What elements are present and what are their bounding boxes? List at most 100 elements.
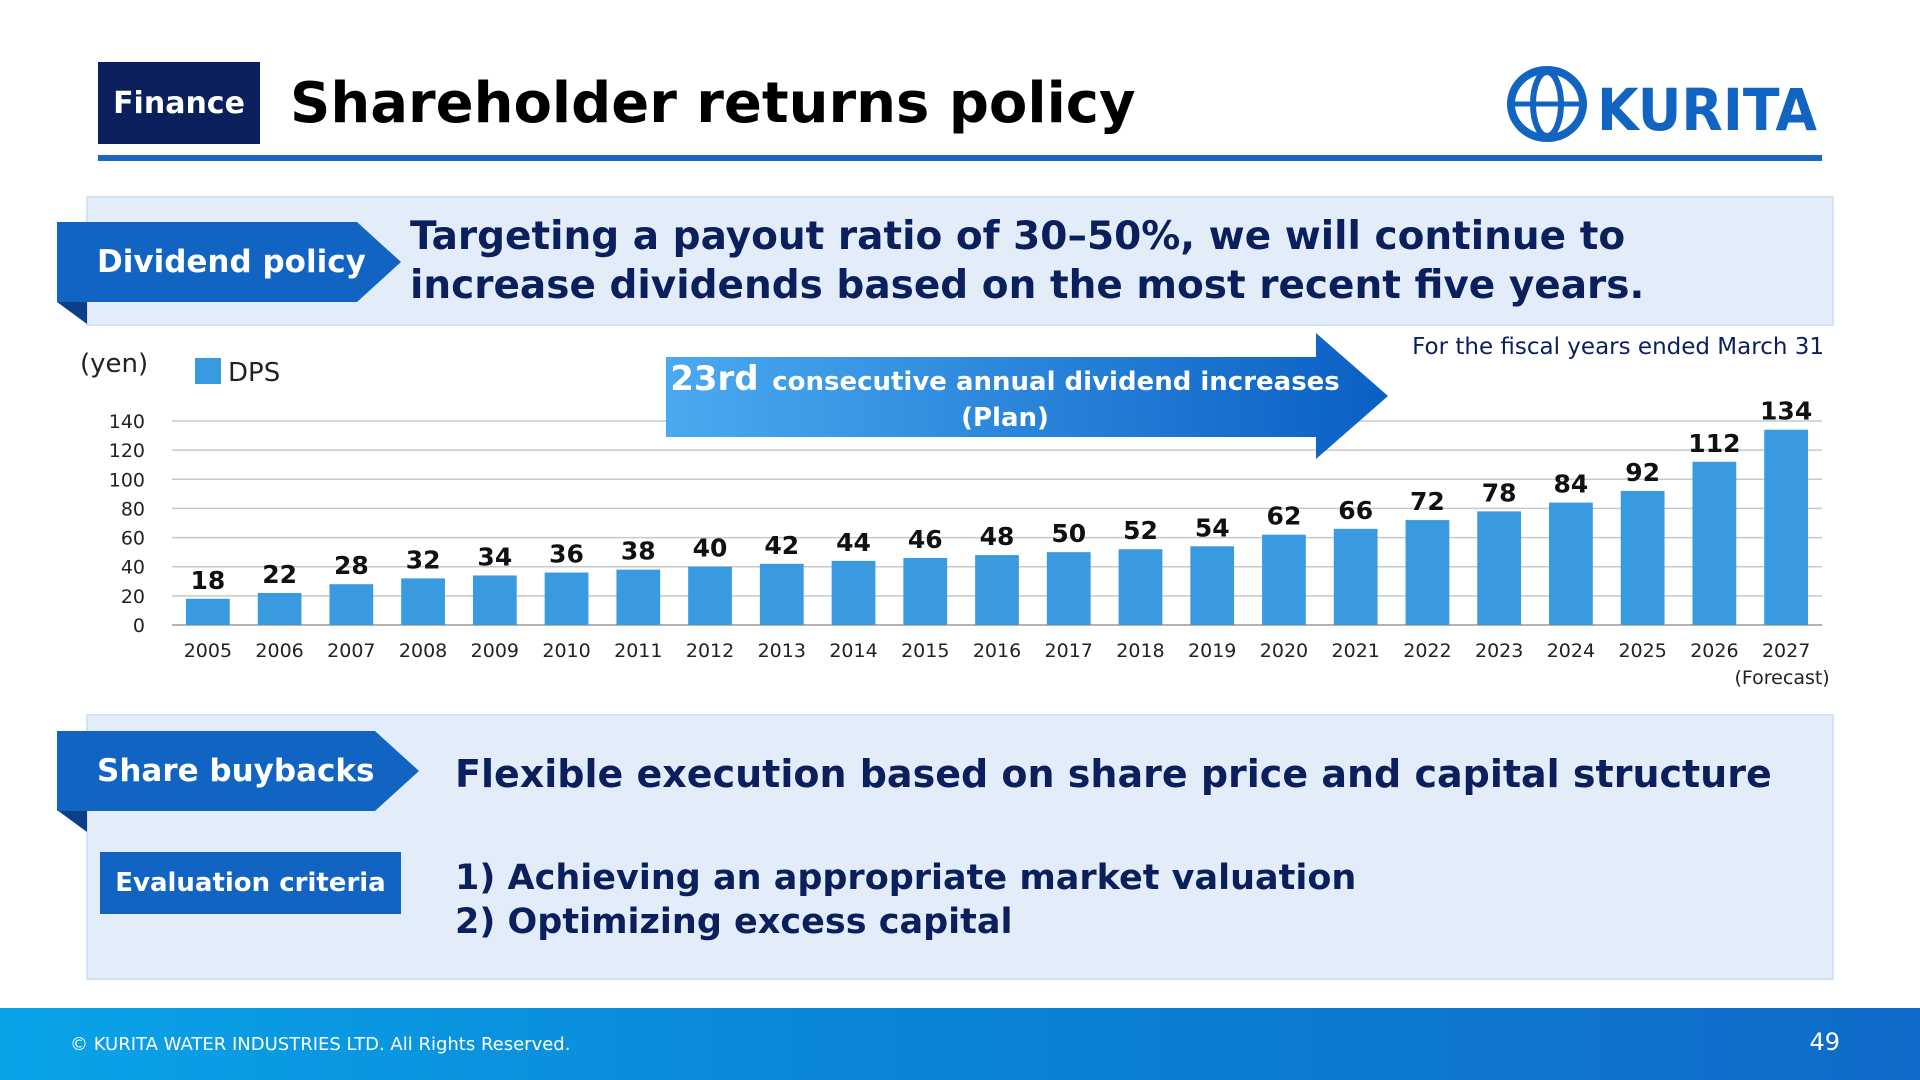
x-tick-label: 2016 bbox=[973, 640, 1021, 662]
data-label: 54 bbox=[1195, 513, 1230, 542]
x-tick-label: 2010 bbox=[542, 640, 590, 662]
bar-layer bbox=[185, 429, 1809, 625]
bar-2005 bbox=[185, 598, 230, 625]
logo-mark-icon bbox=[1507, 66, 1587, 142]
annotation-layer: 23rd consecutive annual dividend increas… bbox=[666, 333, 1388, 459]
data-label: 48 bbox=[980, 522, 1015, 551]
data-label: 72 bbox=[1410, 487, 1445, 516]
y-tick-label: 100 bbox=[109, 469, 145, 491]
bar-2008 bbox=[401, 578, 445, 625]
data-label: 40 bbox=[693, 534, 728, 563]
y-tick-label: 80 bbox=[121, 498, 145, 520]
y-tick-label: 140 bbox=[109, 411, 145, 433]
data-label: 84 bbox=[1554, 470, 1589, 499]
x-tick-label: 2018 bbox=[1116, 640, 1164, 662]
x-tick-label: 2009 bbox=[471, 640, 519, 662]
bar-2024 bbox=[1549, 502, 1593, 625]
data-label: 92 bbox=[1625, 458, 1660, 487]
label-layer: 18 2005 22 2006 28 2007 32 2008 34 2009 36 2010 38 20… bbox=[184, 397, 1830, 689]
x-tick-label: 2027 bbox=[1762, 640, 1810, 662]
bar-2019 bbox=[1190, 546, 1235, 625]
logo-wordmark: KURITA bbox=[1597, 76, 1817, 144]
bar-2014 bbox=[831, 560, 876, 625]
bar-2006 bbox=[257, 592, 302, 625]
page-number: 49 bbox=[1809, 1028, 1840, 1056]
data-label: 44 bbox=[836, 528, 871, 557]
x-tick-label: 2020 bbox=[1260, 640, 1308, 662]
data-label: 36 bbox=[549, 540, 584, 569]
bar-2025 bbox=[1620, 490, 1665, 625]
share-buybacks-label: Share buybacks bbox=[57, 731, 419, 811]
criteria-item: 1) Achieving an appropriate market valua… bbox=[455, 858, 1357, 898]
criteria-item: 2) Optimizing excess capital bbox=[455, 902, 1013, 942]
data-label: 66 bbox=[1338, 496, 1373, 525]
data-label: 32 bbox=[406, 545, 441, 574]
share-buybacks-label-text: Share buybacks bbox=[97, 753, 375, 789]
footer-bar: © KURITA WATER INDUSTRIES LTD. All Right… bbox=[0, 1008, 1920, 1080]
y-tick-label: 40 bbox=[121, 557, 145, 579]
annotation-line1: 23rd consecutive annual dividend increas… bbox=[670, 359, 1340, 399]
bar-2020 bbox=[1262, 534, 1306, 625]
data-label: 28 bbox=[334, 551, 369, 580]
x-tick-label: 2023 bbox=[1475, 640, 1523, 662]
data-label: 34 bbox=[477, 542, 512, 571]
bar-2023 bbox=[1477, 511, 1522, 625]
x-tick-label: 2026 bbox=[1690, 640, 1738, 662]
bar-2011 bbox=[616, 569, 661, 625]
data-label: 134 bbox=[1760, 397, 1812, 426]
bar-2012 bbox=[688, 566, 732, 625]
grid-layer: 0 20 40 60 80 100 120 140 bbox=[109, 411, 1822, 637]
bar-2017 bbox=[1046, 552, 1091, 625]
x-tick-label: 2021 bbox=[1332, 640, 1380, 662]
data-label: 22 bbox=[262, 560, 297, 589]
dividend-policy-label-text: Dividend policy bbox=[97, 244, 366, 280]
bar-2013 bbox=[759, 563, 804, 625]
annotation-highlight: 23rd bbox=[670, 359, 758, 399]
data-label: 62 bbox=[1267, 502, 1302, 531]
page-title: Shareholder returns policy bbox=[290, 71, 1136, 136]
x-tick-label: 2015 bbox=[901, 640, 949, 662]
bar-2016 bbox=[975, 555, 1019, 625]
section-tag: Finance bbox=[98, 62, 260, 144]
bar-2009 bbox=[472, 575, 517, 625]
annotation-text: consecutive annual dividend increases bbox=[772, 367, 1340, 397]
arrow-tab-shadow bbox=[57, 810, 87, 832]
x-tick-label: 2006 bbox=[255, 640, 303, 662]
arrow-tab-shape bbox=[57, 222, 401, 302]
x-tick-label: 2022 bbox=[1403, 640, 1451, 662]
x-tick-label: 2007 bbox=[327, 640, 375, 662]
dividend-policy-label: Dividend policy bbox=[57, 222, 401, 302]
x-tick-label: 2024 bbox=[1547, 640, 1595, 662]
y-tick-label: 120 bbox=[109, 440, 145, 462]
evaluation-criteria-list: 1) Achieving an appropriate market valua… bbox=[455, 856, 1356, 944]
bar-2022 bbox=[1405, 520, 1450, 625]
copyright: © KURITA WATER INDUSTRIES LTD. All Right… bbox=[70, 1034, 571, 1055]
legend-swatch bbox=[195, 358, 221, 384]
x-tick-label: 2025 bbox=[1618, 640, 1666, 662]
x-tick-label: 2019 bbox=[1188, 640, 1236, 662]
data-label: 112 bbox=[1688, 429, 1740, 458]
data-label: 38 bbox=[621, 537, 656, 566]
share-buybacks-text: Flexible execution based on share price … bbox=[455, 752, 1772, 796]
x-tick-label: 2012 bbox=[686, 640, 734, 662]
arrow-tab-shape bbox=[57, 731, 419, 811]
bar-2007 bbox=[329, 584, 374, 625]
data-label: 52 bbox=[1123, 516, 1158, 545]
x-tick-label: 2008 bbox=[399, 640, 447, 662]
evaluation-criteria-badge: Evaluation criteria bbox=[100, 852, 401, 914]
y-axis-unit-label: (yen) bbox=[80, 349, 148, 379]
legend-label: DPS bbox=[228, 358, 280, 388]
bar-2010 bbox=[544, 572, 589, 625]
data-label: 50 bbox=[1051, 519, 1086, 548]
data-label: 78 bbox=[1482, 478, 1517, 507]
bar-2021 bbox=[1333, 528, 1378, 625]
x-tick-label: 2011 bbox=[614, 640, 662, 662]
annotation-line2: (Plan) bbox=[961, 403, 1049, 433]
bar-2027 bbox=[1764, 429, 1809, 625]
data-label: 18 bbox=[190, 566, 225, 595]
increase-arrow bbox=[666, 333, 1388, 459]
bar-2015 bbox=[903, 557, 948, 625]
data-label: 46 bbox=[908, 525, 943, 554]
x-tick-label: 2013 bbox=[758, 640, 806, 662]
dps-bar-chart: 0 20 40 60 80 100 120 140 18 2005 22 2006 28 2007 32 2… bbox=[80, 333, 1830, 689]
